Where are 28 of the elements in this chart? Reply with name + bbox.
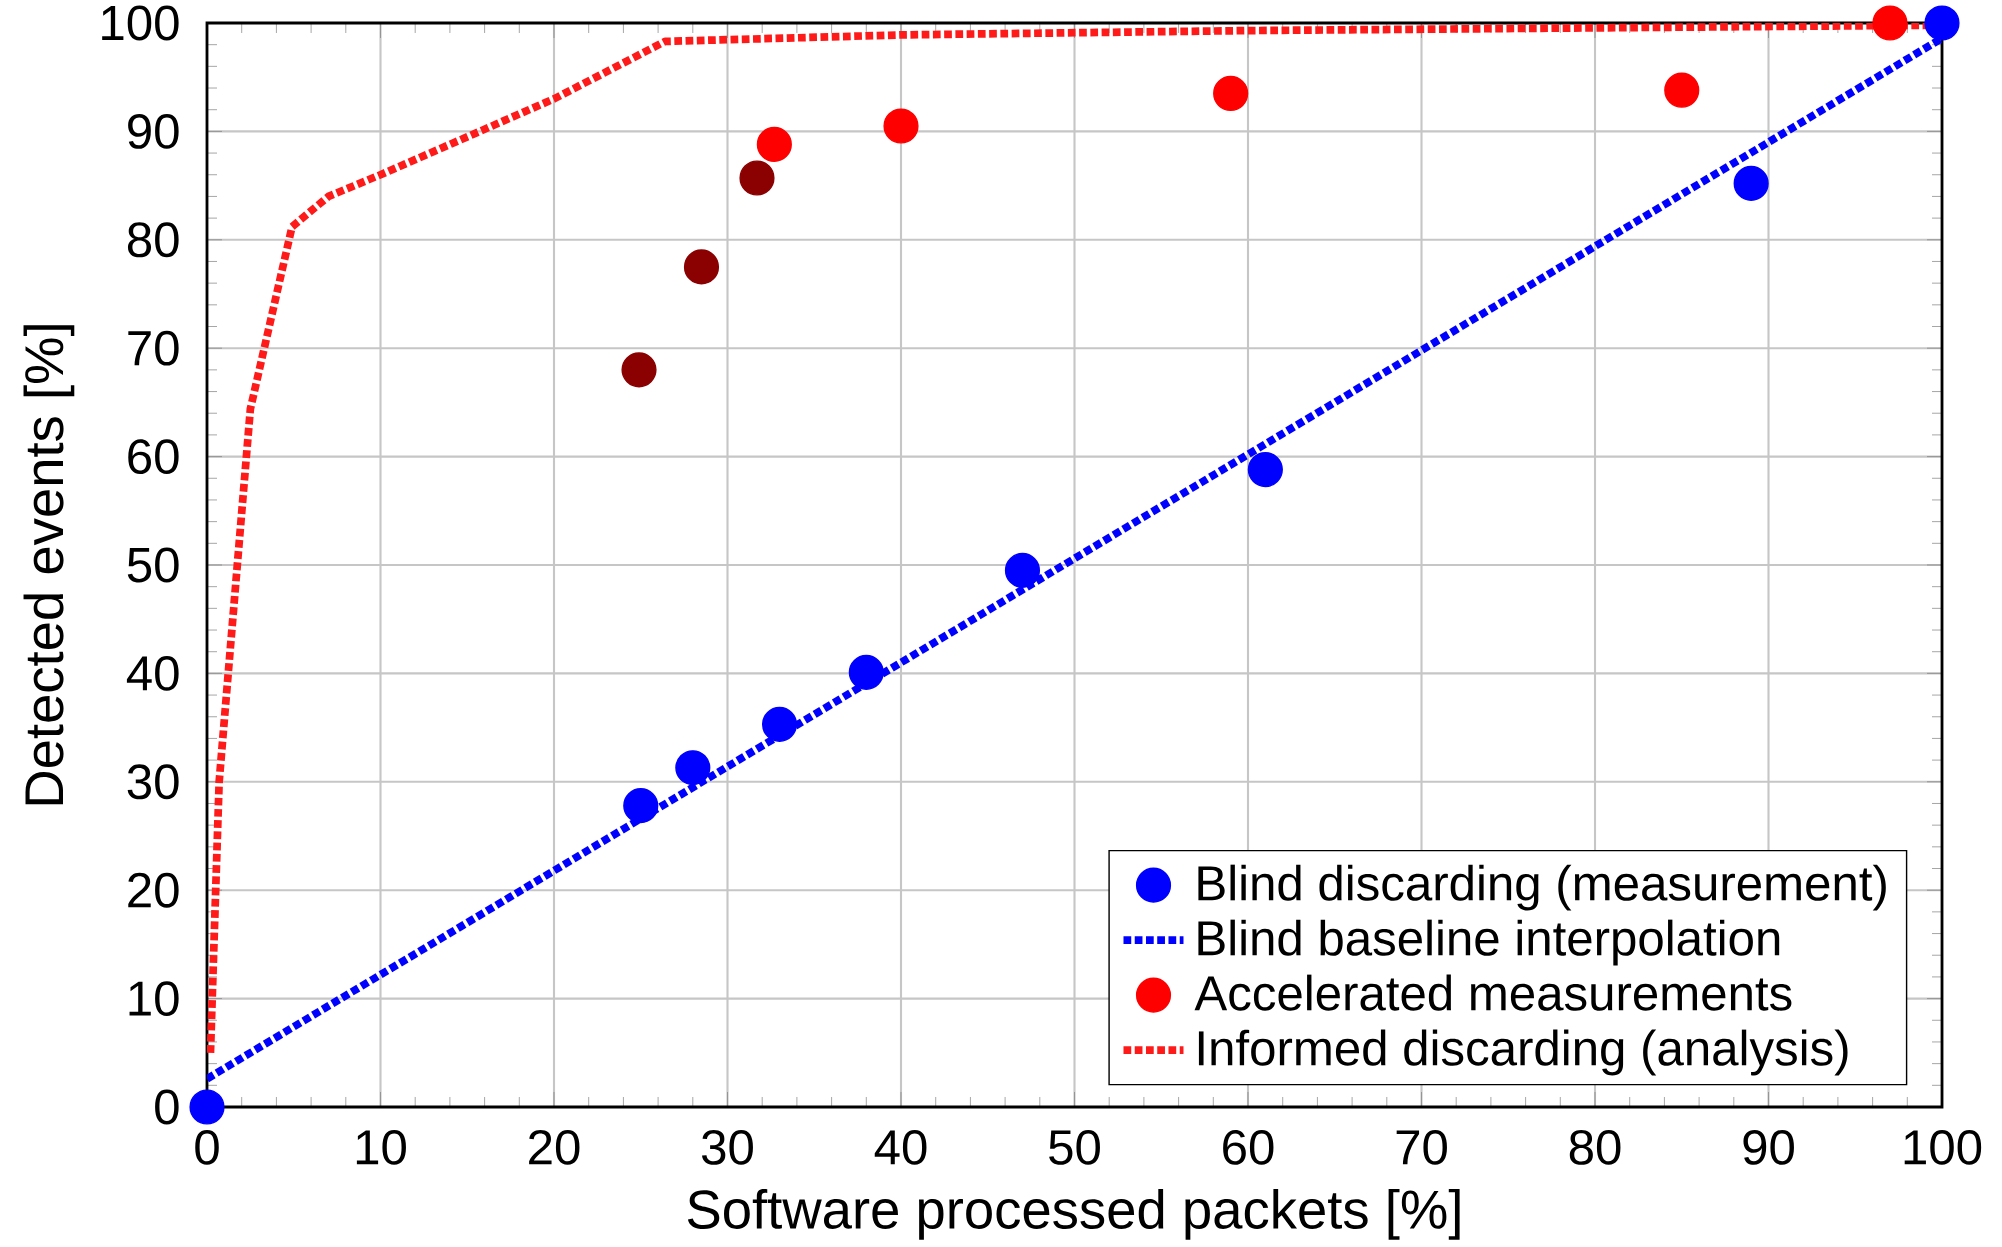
y-tick-label: 50: [127, 547, 179, 583]
legend-label: Blind discarding (measurement): [1198, 864, 1886, 911]
x-axis-title: Software processed packets [%]: [687, 1188, 1460, 1240]
y-tick-label: 100: [102, 5, 179, 41]
x-tick-label: 20: [529, 1129, 580, 1165]
x-tick-label: 30: [702, 1129, 753, 1165]
x-tick-label: 40: [874, 1129, 927, 1165]
y-tick-label: 80: [127, 222, 179, 258]
legend-label: Accelerated measurements: [1194, 974, 1792, 1011]
x-tick-label: 100: [1904, 1129, 1982, 1165]
x-tick-label: 80: [1569, 1129, 1621, 1165]
y-tick-label: 30: [127, 764, 179, 800]
x-tick-label: 50: [1049, 1129, 1100, 1165]
y-tick-label: 40: [126, 655, 179, 691]
y-tick-label: 60: [128, 439, 179, 475]
y-tick-label: 10: [129, 981, 179, 1017]
x-tick-label: 0: [195, 1129, 219, 1165]
x-tick-label: 90: [1743, 1129, 1794, 1165]
x-tick-label: 70: [1396, 1129, 1447, 1165]
y-tick-label: 0: [155, 1089, 179, 1125]
legend-label: Blind baseline interpolation: [1198, 919, 1780, 966]
y-tick-label: 70: [128, 330, 179, 366]
legend-label: Informed discarding (analysis): [1198, 1029, 1848, 1076]
y-tick-label: 20: [128, 872, 179, 908]
x-tick-label: 60: [1223, 1129, 1274, 1165]
y-tick-label: 90: [128, 113, 179, 149]
y-axis-title: Detected events [%]: [23, 325, 75, 805]
x-tick-label: 10: [356, 1129, 406, 1165]
